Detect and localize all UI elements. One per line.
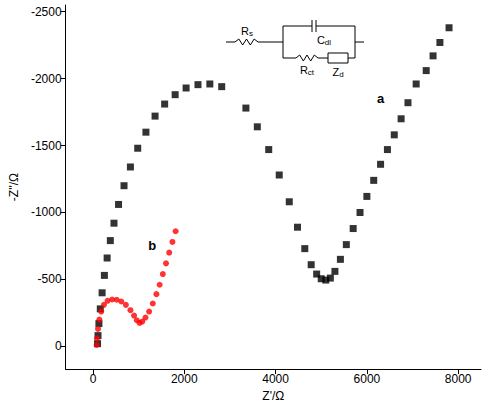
svg-text:8000: 8000	[445, 372, 472, 386]
svg-text:Z'/Ω: Z'/Ω	[262, 389, 284, 403]
svg-text:-2500: -2500	[31, 5, 62, 19]
svg-text:C: C	[317, 34, 325, 46]
svg-text:0: 0	[55, 339, 62, 353]
svg-text:s: s	[249, 29, 253, 38]
svg-text:-Z''/Ω: -Z''/Ω	[7, 173, 21, 201]
svg-text:R: R	[300, 64, 308, 76]
svg-text:Z: Z	[332, 66, 340, 78]
svg-text:4000: 4000	[262, 372, 289, 386]
svg-text:0: 0	[90, 372, 97, 386]
svg-text:ct: ct	[308, 68, 315, 77]
svg-text:a: a	[377, 91, 385, 106]
svg-text:6000: 6000	[354, 372, 381, 386]
svg-text:dl: dl	[325, 38, 331, 47]
svg-text:d: d	[339, 70, 343, 79]
svg-text:b: b	[148, 238, 156, 253]
svg-text:-1500: -1500	[31, 139, 62, 153]
svg-text:R: R	[241, 25, 249, 37]
svg-text:-2000: -2000	[31, 72, 62, 86]
svg-text:2000: 2000	[171, 372, 198, 386]
svg-text:-1000: -1000	[31, 205, 62, 219]
svg-text:-500: -500	[38, 272, 62, 286]
